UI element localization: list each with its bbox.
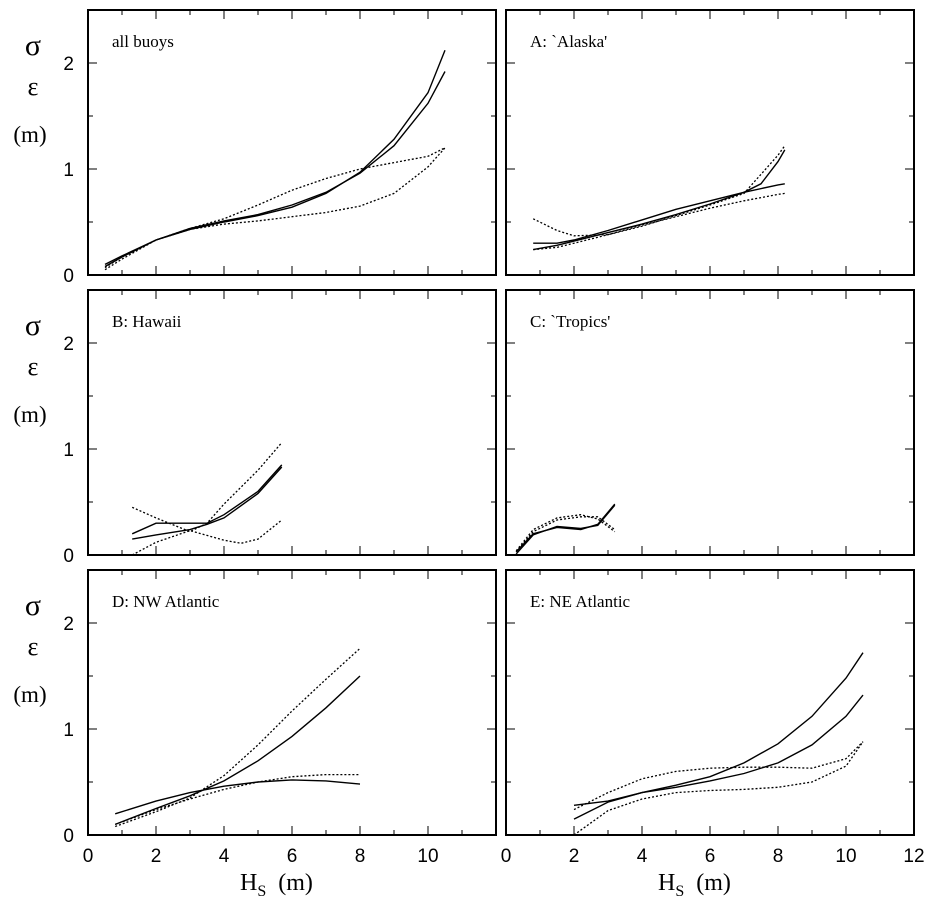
series-line-3 [573, 741, 864, 811]
x-axis-symbol: H [658, 870, 675, 896]
series-line-3 [532, 145, 786, 237]
series-line-2 [104, 71, 446, 268]
x-tick-label: 6 [287, 846, 298, 867]
panel-frame [505, 569, 915, 836]
series-line-3 [131, 442, 283, 533]
panel-frame [87, 569, 497, 836]
panel-label: D: NW Atlantic [112, 592, 220, 611]
y-tick-label: 0 [63, 546, 74, 567]
y-label-epsilon: ε [28, 72, 39, 101]
series-line-1 [114, 779, 361, 815]
series-line-4 [104, 147, 446, 269]
panel: all buoys 0 1 2 σε (m) [13, 9, 497, 287]
y-label-epsilon: ε [28, 352, 39, 381]
y-label-unit: (m) [13, 402, 46, 427]
panel-frame [505, 289, 915, 556]
x-axis-subscript: S [257, 883, 266, 900]
panel-label: A: `Alaska' [530, 32, 607, 51]
series-line-2 [114, 675, 361, 826]
x-tick-label: 8 [773, 846, 784, 867]
series-line-2 [533, 149, 786, 251]
series-line-4 [131, 519, 283, 556]
series-line-3 [515, 514, 616, 552]
x-tick-label: 0 [83, 846, 94, 867]
x-tick-label: 2 [569, 846, 580, 867]
y-tick-label: 0 [63, 266, 74, 287]
y-tick-label: 2 [63, 54, 74, 75]
panel-label: all buoys [112, 32, 174, 51]
x-tick-label: 4 [219, 846, 230, 867]
x-tick-label: 8 [355, 846, 366, 867]
panel: B: Hawaii 0 1 2 σε (m) [13, 289, 497, 567]
series-line-1 [515, 503, 616, 553]
x-tick-label: 10 [835, 846, 856, 867]
x-axis-label: HS (m) [658, 870, 731, 900]
panel: E: NE Atlantic 0 2 4 6 8 10 12 HS (m) [501, 569, 925, 900]
y-tick-label: 2 [63, 334, 74, 355]
x-tick-label: 4 [637, 846, 648, 867]
panel-label: B: Hawaii [112, 312, 182, 331]
y-label-epsilon: ε [28, 632, 39, 661]
x-axis-symbol: H [240, 870, 257, 896]
x-tick-label: 0 [501, 846, 512, 867]
x-tick-label: 2 [151, 846, 162, 867]
series-line-1 [573, 652, 864, 806]
x-tick-label: 10 [417, 846, 438, 867]
panel: D: NW Atlantic 0 1 2 σε (m) 0 2 4 6 8 10 HS (m) [13, 569, 497, 900]
panel-label: C: `Tropics' [530, 312, 610, 331]
y-label-sigma: σ [25, 589, 41, 622]
series-line-2 [515, 504, 616, 555]
y-label-unit: (m) [13, 682, 46, 707]
panel-frame [505, 9, 915, 276]
panel-frame [87, 9, 497, 276]
series-line-2 [132, 466, 283, 540]
series-line-3 [114, 647, 361, 828]
series-line-3 [104, 147, 446, 271]
y-label-sigma: σ [25, 29, 41, 62]
x-axis-subscript: S [675, 883, 684, 900]
series-line-1 [104, 50, 446, 266]
panel-label: E: NE Atlantic [530, 592, 631, 611]
series-line-4 [533, 192, 785, 251]
y-tick-label: 0 [63, 826, 74, 847]
x-tick-label: 12 [903, 846, 924, 867]
y-tick-label: 1 [63, 720, 74, 741]
y-label-unit: (m) [13, 122, 46, 147]
y-tick-label: 2 [63, 614, 74, 635]
x-tick-label: 6 [705, 846, 716, 867]
y-tick-label: 1 [63, 440, 74, 461]
panel-frame [87, 289, 497, 556]
y-tick-label: 1 [63, 160, 74, 181]
panel: A: `Alaska' [505, 9, 915, 276]
series-line-4 [515, 516, 616, 553]
x-axis-unit: (m) [696, 870, 731, 896]
series-line-1 [533, 183, 785, 244]
panel: C: `Tropics' [505, 289, 915, 556]
series-line-4 [114, 773, 360, 826]
y-label-sigma: σ [25, 309, 41, 342]
x-axis-label: HS (m) [240, 870, 313, 900]
series-line-2 [573, 694, 864, 820]
x-axis-unit: (m) [278, 870, 313, 896]
